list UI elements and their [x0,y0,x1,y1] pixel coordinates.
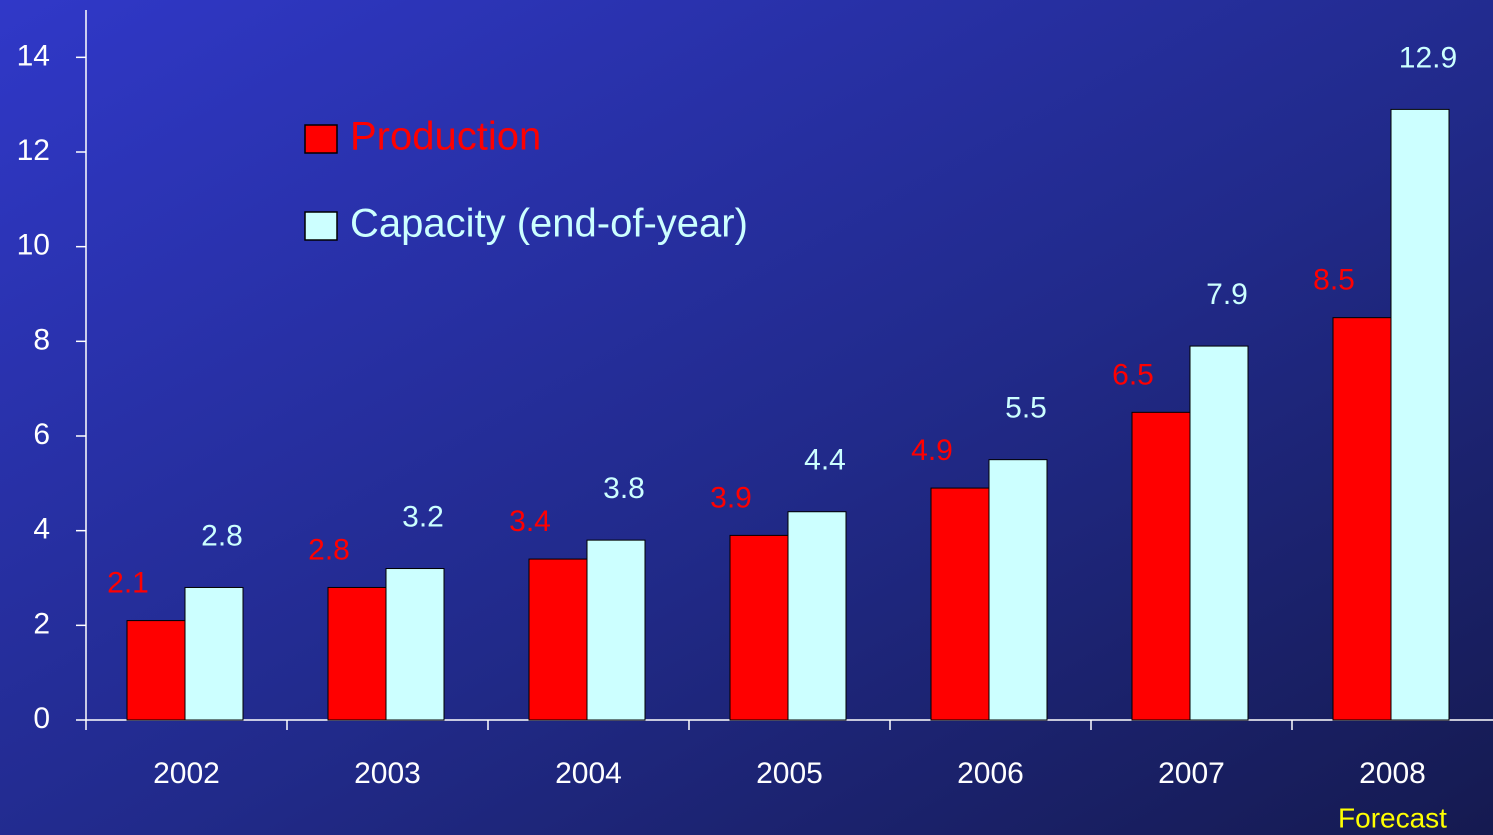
bar [729,534,789,721]
value-label: 7.9 [1206,278,1248,311]
x-tick-label: 2007 [1158,757,1225,790]
value-label: 4.4 [804,444,846,477]
value-label: 2.1 [107,567,149,600]
bar [1189,345,1249,721]
bar [1131,411,1191,721]
x-tick-label: 2002 [153,757,220,790]
x-tick-label: 2008 [1359,757,1426,790]
bar [385,568,445,721]
bar [528,558,588,721]
bar [787,511,847,721]
value-label: 3.2 [402,500,444,533]
bar [1390,108,1450,721]
legend-swatch [304,211,338,241]
bar [1332,317,1392,721]
bar [988,459,1048,721]
y-tick-label: 14 [17,39,50,72]
y-tick-label: 6 [33,418,50,451]
value-label: 4.9 [911,434,953,467]
value-label: 2.8 [201,519,243,552]
value-label: 5.5 [1005,392,1047,425]
y-tick-label: 4 [33,513,50,546]
y-tick-label: 8 [33,323,50,356]
legend-label: Capacity (end-of-year) [350,202,748,246]
legend-label: Production [350,115,541,159]
value-label: 3.4 [509,505,551,538]
x-tick-label: 2006 [957,757,1024,790]
x-tick-label: 2003 [354,757,421,790]
y-tick-label: 2 [33,607,50,640]
bar [184,586,244,721]
value-label: 8.5 [1313,264,1355,297]
x-tick-label: 2005 [756,757,823,790]
value-label: 2.8 [308,533,350,566]
y-tick-label: 12 [17,134,50,167]
value-label: 3.8 [603,472,645,505]
bar [327,586,387,721]
value-label: 3.9 [710,481,752,514]
bar [930,487,990,721]
y-tick-label: 0 [33,702,50,735]
bar [126,620,186,721]
annotation: Forecast [1338,802,1447,833]
legend-swatch [304,124,338,154]
value-label: 12.9 [1399,41,1457,74]
y-tick-label: 10 [17,229,50,262]
x-tick-label: 2004 [555,757,622,790]
value-label: 6.5 [1112,358,1154,391]
bar [586,539,646,721]
